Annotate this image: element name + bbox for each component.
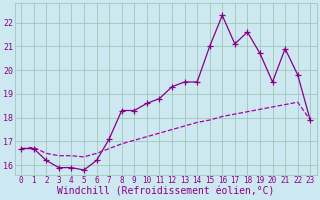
X-axis label: Windchill (Refroidissement éolien,°C): Windchill (Refroidissement éolien,°C) (57, 187, 274, 197)
